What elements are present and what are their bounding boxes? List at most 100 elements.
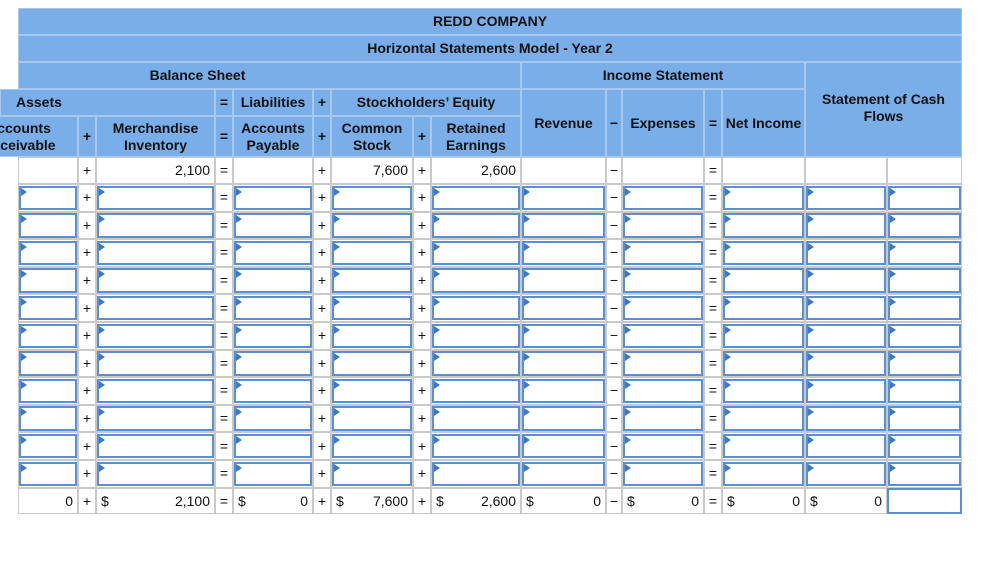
input-field[interactable] — [97, 323, 214, 349]
input-field[interactable] — [623, 213, 703, 238]
input-field[interactable] — [623, 351, 703, 376]
input-field[interactable] — [432, 433, 520, 459]
input-field[interactable] — [623, 378, 703, 404]
input-field[interactable] — [522, 433, 605, 459]
input-field[interactable] — [888, 213, 961, 238]
input-field[interactable] — [888, 295, 961, 321]
input-field[interactable] — [234, 240, 312, 266]
input-field[interactable] — [723, 461, 804, 487]
input-field[interactable] — [522, 185, 605, 211]
input-field[interactable] — [723, 268, 804, 293]
input-field[interactable] — [19, 351, 77, 376]
input-field[interactable] — [522, 213, 605, 238]
input-field[interactable] — [97, 240, 214, 266]
input-field[interactable] — [623, 295, 703, 321]
input-field[interactable] — [723, 240, 804, 266]
input-field[interactable] — [234, 323, 312, 349]
input-field[interactable] — [234, 351, 312, 376]
input-field[interactable] — [888, 433, 961, 459]
input-field[interactable] — [723, 295, 804, 321]
input-field[interactable] — [432, 378, 520, 404]
input-field[interactable] — [888, 351, 961, 376]
input-field[interactable] — [888, 406, 961, 431]
input-field[interactable] — [522, 406, 605, 431]
input-field[interactable] — [19, 433, 77, 459]
input-field[interactable] — [888, 378, 961, 404]
input-field[interactable] — [19, 461, 77, 487]
input-field[interactable] — [623, 406, 703, 431]
input-field[interactable] — [723, 406, 804, 431]
input-field[interactable] — [234, 378, 312, 404]
input-field[interactable] — [723, 378, 804, 404]
input-field[interactable] — [332, 433, 412, 459]
input-field[interactable] — [234, 213, 312, 238]
input-field[interactable] — [97, 378, 214, 404]
input-field[interactable] — [623, 268, 703, 293]
input-field[interactable] — [623, 433, 703, 459]
input-field[interactable] — [97, 268, 214, 293]
input-field[interactable] — [97, 213, 214, 238]
input-field[interactable] — [97, 461, 214, 487]
input-field[interactable] — [806, 213, 886, 238]
input-field[interactable] — [806, 433, 886, 459]
input-field[interactable] — [806, 240, 886, 266]
input-field[interactable] — [723, 185, 804, 211]
input-field[interactable] — [806, 185, 886, 211]
input-field[interactable] — [332, 268, 412, 293]
input-field[interactable] — [332, 351, 412, 376]
input-field[interactable] — [332, 295, 412, 321]
input-field[interactable] — [522, 378, 605, 404]
input-field[interactable] — [332, 240, 412, 266]
input-field[interactable] — [19, 240, 77, 266]
input-field[interactable] — [432, 185, 520, 211]
input-field[interactable] — [522, 295, 605, 321]
input-field[interactable] — [332, 378, 412, 404]
input-field[interactable] — [432, 295, 520, 321]
input-field[interactable] — [623, 461, 703, 487]
input-field[interactable] — [432, 406, 520, 431]
input-field[interactable] — [332, 461, 412, 487]
input-field[interactable] — [97, 351, 214, 376]
input-field[interactable] — [19, 378, 77, 404]
input-field[interactable] — [806, 295, 886, 321]
input-field[interactable] — [97, 406, 214, 431]
input-field[interactable] — [723, 433, 804, 459]
input-field[interactable] — [888, 268, 961, 293]
input-field[interactable] — [522, 240, 605, 266]
input-field[interactable] — [806, 268, 886, 293]
input-field[interactable] — [234, 268, 312, 293]
input-field[interactable] — [806, 351, 886, 376]
input-field[interactable] — [432, 213, 520, 238]
input-field[interactable] — [19, 213, 77, 238]
input-field[interactable] — [432, 461, 520, 487]
input-field[interactable] — [432, 323, 520, 349]
input-field[interactable] — [97, 433, 214, 459]
input-field[interactable] — [97, 185, 214, 211]
input-field[interactable] — [234, 406, 312, 431]
input-field[interactable] — [19, 323, 77, 349]
input-field[interactable] — [19, 268, 77, 293]
input-field[interactable] — [332, 185, 412, 211]
input-field[interactable] — [623, 323, 703, 349]
cash-flow-input[interactable] — [887, 488, 962, 514]
input-field[interactable] — [806, 406, 886, 431]
input-field[interactable] — [332, 323, 412, 349]
input-field[interactable] — [234, 461, 312, 487]
input-field[interactable] — [522, 461, 605, 487]
input-field[interactable] — [19, 185, 77, 211]
input-field[interactable] — [432, 268, 520, 293]
input-field[interactable] — [623, 185, 703, 211]
input-field[interactable] — [806, 378, 886, 404]
input-field[interactable] — [234, 185, 312, 211]
input-field[interactable] — [888, 323, 961, 349]
input-field[interactable] — [723, 351, 804, 376]
input-field[interactable] — [19, 295, 77, 321]
input-field[interactable] — [97, 295, 214, 321]
input-field[interactable] — [19, 406, 77, 431]
input-field[interactable] — [522, 323, 605, 349]
input-field[interactable] — [888, 240, 961, 266]
input-field[interactable] — [432, 351, 520, 376]
input-field[interactable] — [332, 406, 412, 431]
input-field[interactable] — [723, 323, 804, 349]
input-field[interactable] — [432, 240, 520, 266]
